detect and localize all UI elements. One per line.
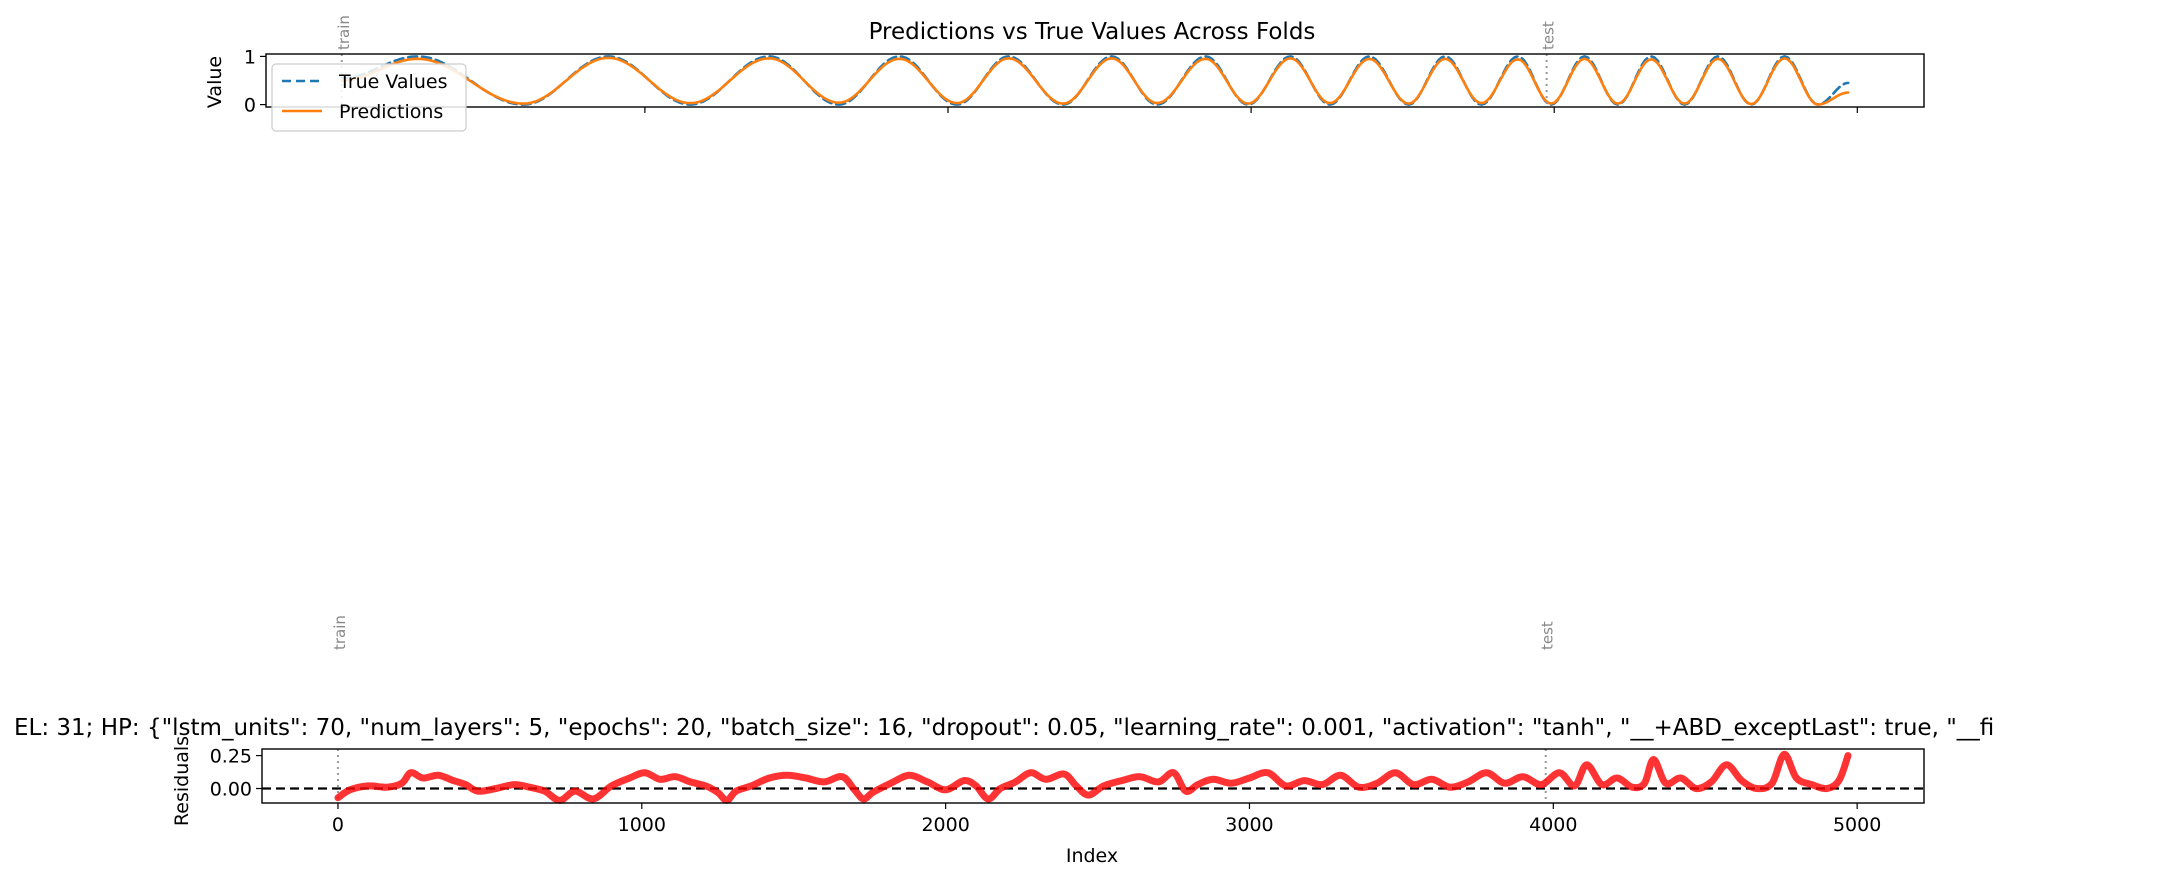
bottom-x-axis: 0 1000 2000 3000 4000 5000 [332,803,1881,836]
bottom-series-residuals-line [334,750,1852,804]
bottom-split-markers: train test [331,615,1557,803]
bottom-y-axis: 0.25 0.00 [210,746,262,801]
top-chart-title: Predictions vs True Values Across Folds [869,19,1316,45]
legend-label-true-values: True Values [338,71,447,93]
bottom-series-layer [262,750,1924,804]
bottom-split-marker-train-label: train [331,615,349,650]
bottom-x-tick-label: 3000 [1225,814,1273,836]
bottom-x-tick-label: 2000 [921,814,969,836]
legend: True Values Predictions [271,63,467,132]
top-y-axis: 01 [244,46,266,117]
top-subplot: Predictions vs True Values Across Folds … [204,15,1925,132]
top-series-predictions-line [340,56,1850,106]
bottom-x-tick-label: 0 [332,814,344,836]
top-y-tick-label: 1 [244,46,256,68]
top-split-marker-train-label: train [335,15,353,50]
top-y-tick-label: 0 [244,95,256,117]
bottom-x-tick-label: 1000 [618,814,666,836]
top-split-marker-test-label: test [1540,21,1558,50]
bottom-subplot: EL: 31; HP: {"lstm_units": 70, "num_laye… [14,615,1994,867]
bottom-plot-frame [261,748,1925,804]
top-series-layer [340,55,1850,106]
legend-label-predictions: Predictions [339,101,443,123]
bottom-chart-title: EL: 31; HP: {"lstm_units": 70, "num_laye… [14,715,1994,741]
bottom-split-marker-test-label: test [1539,621,1557,650]
bottom-y-tick-label: 0.00 [210,779,252,801]
bottom-x-tick-label: 4000 [1529,814,1577,836]
top-plot-frame [265,53,1925,108]
legend-box [271,63,467,132]
bottom-y-axis-label: Residuals [171,736,193,826]
top-x-axis [341,107,1858,113]
bottom-x-axis-label: Index [1066,845,1118,867]
top-y-axis-label: Value [204,56,226,108]
bottom-y-tick-label: 0.25 [210,746,252,768]
bottom-x-tick-label: 5000 [1833,814,1881,836]
top-split-markers: train test [335,15,1558,107]
